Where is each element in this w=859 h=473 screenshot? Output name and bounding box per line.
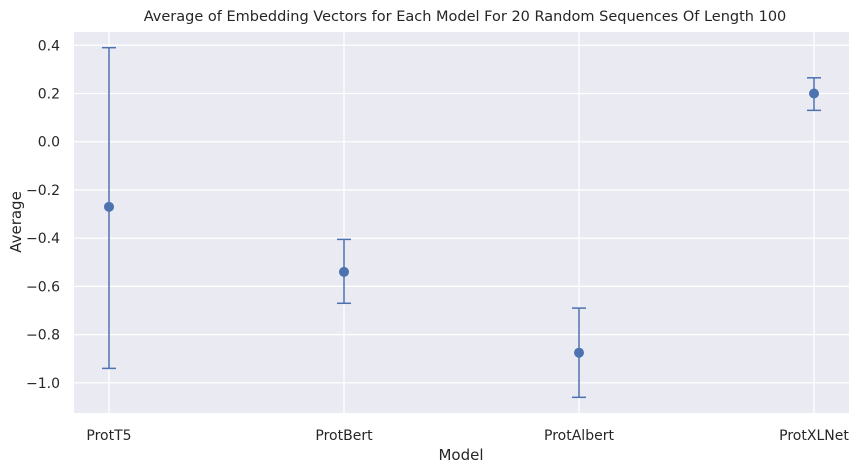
x-tick-label: ProtT5 <box>86 428 131 444</box>
y-tick-label: 0.0 <box>38 135 60 151</box>
y-tick-label: −0.2 <box>26 183 60 199</box>
y-tick-label: 0.2 <box>38 86 60 102</box>
data-point <box>809 88 819 99</box>
plot-area <box>74 32 849 413</box>
y-tick-label: −0.8 <box>26 328 60 344</box>
data-point <box>339 266 349 277</box>
y-gridlines <box>74 44 849 384</box>
x-tick-label: ProtXLNet <box>779 428 849 444</box>
data-point <box>574 347 584 358</box>
y-tick-label: −0.6 <box>26 279 60 295</box>
x-tick-labels: ProtT5 ProtBert ProtAlbert ProtXLNet <box>86 428 849 444</box>
y-axis-label: Average <box>7 191 25 253</box>
x-tick-label: ProtAlbert <box>544 428 614 444</box>
data-point <box>104 201 114 212</box>
x-axis-label: Model <box>438 446 483 464</box>
chart-title: Average of Embedding Vectors for Each Mo… <box>144 9 787 25</box>
y-tick-label: −0.4 <box>26 231 60 247</box>
y-tick-label: 0.4 <box>38 38 60 54</box>
data-points <box>104 88 819 358</box>
y-tick-labels: 0.4 0.2 0.0 −0.2 −0.4 −0.6 −0.8 −1.0 <box>26 38 60 392</box>
x-tick-label: ProtBert <box>315 428 373 444</box>
y-tick-label: −1.0 <box>26 376 60 392</box>
